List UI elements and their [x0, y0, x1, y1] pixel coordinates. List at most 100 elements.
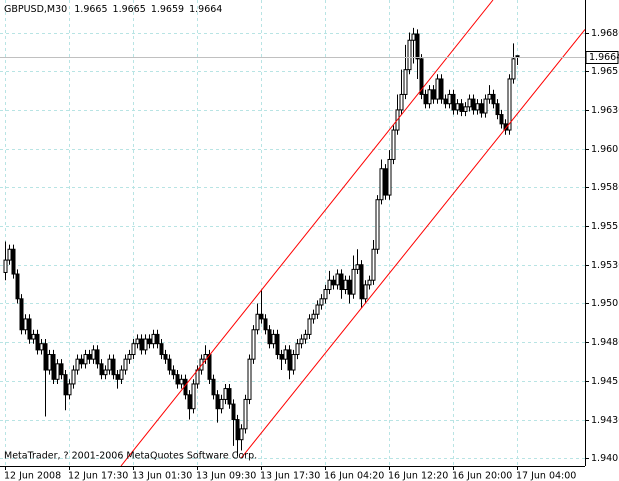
- candle-body: [327, 279, 332, 291]
- close: 1.9664: [189, 4, 222, 15]
- candle-body: [283, 349, 288, 360]
- candle-body: [291, 354, 296, 371]
- low: 1.9659: [151, 4, 184, 15]
- x-tick-label: 16 Jun 20:00: [452, 471, 512, 481]
- candle-body: [287, 349, 292, 371]
- candle-body: [411, 33, 416, 41]
- candle-body: [303, 333, 308, 340]
- candle-body: [467, 98, 472, 108]
- candle-body: [251, 329, 256, 360]
- candle-body: [31, 333, 36, 340]
- y-tick-label: 1.9555: [591, 221, 619, 232]
- candle-body: [139, 338, 144, 351]
- candle-body: [179, 378, 184, 385]
- candle-body: [399, 93, 404, 111]
- watermark: MetaTrader, ? 2001-2006 MetaQuotes Softw…: [4, 451, 257, 462]
- symbol: GBPUSD,M30: [4, 4, 67, 15]
- candle-body: [499, 114, 504, 125]
- y-tick-label: 1.9530: [591, 260, 619, 271]
- x-tick-label: 13 Jun 01:30: [132, 471, 192, 481]
- candle-body: [47, 354, 52, 371]
- candle-body: [271, 333, 276, 345]
- candle-body: [15, 273, 20, 300]
- candle-body: [123, 358, 128, 371]
- candle-body: [315, 304, 320, 315]
- candle-body: [259, 313, 264, 320]
- x-tick-label: 13 Jun 17:30: [260, 471, 320, 481]
- candle-body: [267, 329, 272, 345]
- high: 1.9665: [113, 4, 146, 15]
- candle-body: [295, 343, 300, 356]
- candle-body: [511, 58, 516, 80]
- candle-body: [131, 343, 136, 356]
- grid: [0, 0, 585, 466]
- y-tick-label: 1.9405: [591, 453, 619, 464]
- candle-body: [59, 363, 64, 376]
- open: 1.9665: [74, 4, 107, 15]
- candle-body: [35, 333, 40, 351]
- candle-body: [243, 398, 248, 430]
- candle-body: [415, 33, 420, 60]
- candle-body: [79, 358, 84, 365]
- candle-body: [163, 354, 168, 360]
- candle-body: [427, 89, 432, 105]
- candle-body: [495, 103, 500, 116]
- candle-body: [71, 369, 76, 385]
- price-label-box: [585, 51, 619, 64]
- candle-body: [375, 199, 380, 250]
- candle-body: [459, 103, 464, 112]
- candle-body: [275, 333, 280, 356]
- candle-body: [63, 374, 68, 396]
- candle-body: [111, 358, 116, 376]
- channel-line: [120, 0, 494, 466]
- candle-body: [235, 419, 240, 441]
- x-tick-label: 16 Jun 04:20: [324, 471, 384, 481]
- candle-body: [351, 268, 356, 295]
- candle-body: [103, 369, 108, 376]
- x-tick-label: 12 Jun 2008: [4, 471, 61, 481]
- candle-body: [455, 103, 460, 111]
- y-tick-label: 1.9430: [591, 415, 619, 426]
- y-tick-label: 1.9505: [591, 298, 619, 309]
- candle-body: [27, 318, 32, 340]
- candle-body: [155, 333, 160, 345]
- candle-body: [119, 369, 124, 380]
- candle-body: [387, 158, 392, 196]
- candle-body: [143, 338, 148, 351]
- candle-body: [463, 106, 468, 112]
- candle-body: [263, 318, 268, 331]
- candle-body: [99, 363, 104, 376]
- candle-body: [363, 284, 368, 300]
- candle-body: [319, 298, 324, 306]
- candle-body: [127, 354, 132, 360]
- y-tick-label: 1.9480: [591, 337, 619, 348]
- y-tick-label: 1.9455: [591, 376, 619, 387]
- candle-body: [107, 358, 112, 371]
- candle-body: [451, 93, 456, 111]
- candle-body: [491, 93, 496, 105]
- candle-body: [311, 313, 316, 320]
- candle-body: [347, 279, 352, 295]
- y-tick-label: 1.9680: [591, 28, 619, 39]
- candle-body: [39, 343, 44, 351]
- x-tick-label: 16 Jun 12:20: [388, 471, 448, 481]
- candle-body: [175, 374, 180, 385]
- candle-body: [431, 89, 436, 100]
- candle-body: [343, 279, 348, 291]
- candle-body: [359, 264, 364, 300]
- y-tick-label: 1.9605: [591, 144, 619, 155]
- candle-body: [475, 103, 480, 111]
- price-label: 1.9664: [589, 52, 619, 63]
- y-tick-label: 1.9580: [591, 182, 619, 193]
- candle-body: [423, 93, 428, 105]
- candle-body: [203, 354, 208, 360]
- candle-body: [191, 383, 196, 410]
- candle-body: [367, 279, 372, 286]
- candle-body: [159, 343, 164, 356]
- candle-body: [147, 338, 152, 345]
- candle-body: [483, 98, 488, 114]
- candle-body: [447, 93, 452, 105]
- candle-body: [151, 333, 156, 345]
- candle-body: [383, 168, 388, 196]
- header: GBPUSD,M30 1.9665 1.9665 1.9659 1.9664: [4, 4, 222, 15]
